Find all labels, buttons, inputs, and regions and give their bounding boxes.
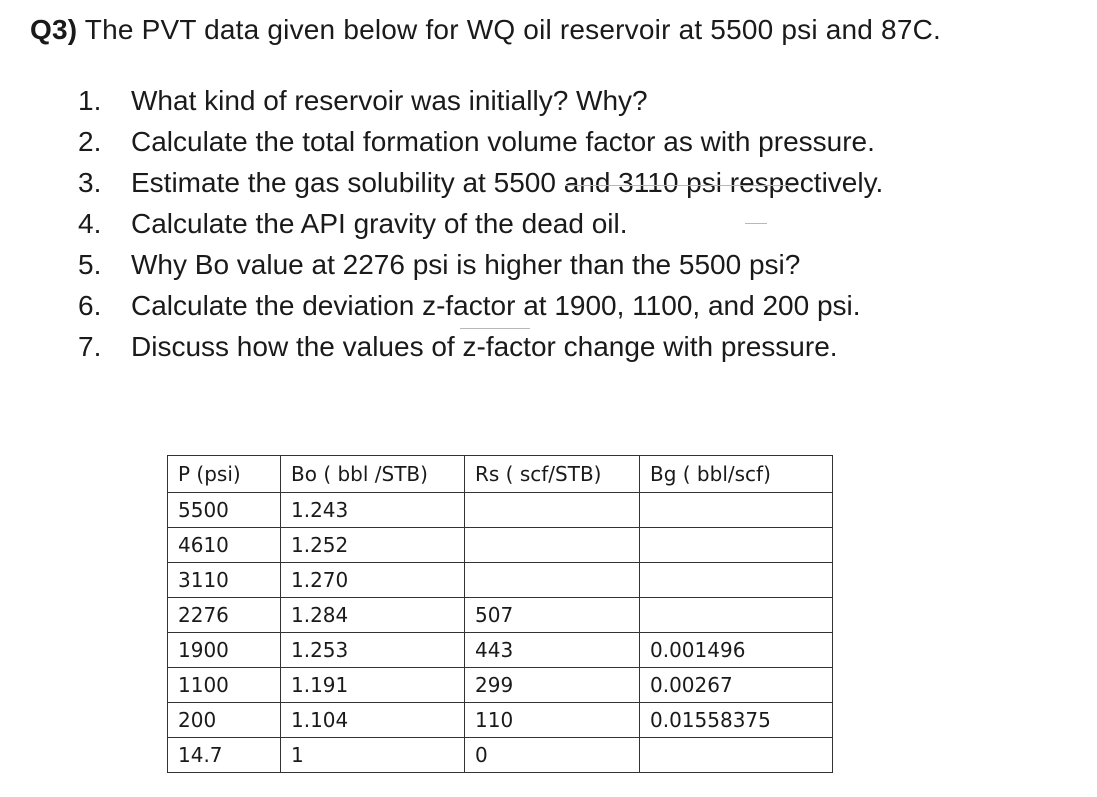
item-number: 5. (78, 249, 102, 280)
cell-bo: 1.284 (280, 597, 465, 633)
cell-pressure: 4610 (167, 527, 281, 563)
question-item-4: 4. Calculate the API gravity of the dead … (78, 203, 883, 244)
cell-pressure: 5500 (167, 492, 281, 528)
table-row: 1100 1.191 299 0.00267 (167, 667, 833, 703)
pen-mark (565, 185, 795, 186)
cell-pressure: 2276 (167, 597, 281, 633)
question-item-2: 2. Calculate the total formation volume f… (78, 121, 883, 162)
cell-bo: 1 (280, 737, 465, 773)
cell-pressure: 3110 (167, 562, 281, 598)
cell-rs (464, 562, 640, 598)
cell-bg: 0.001496 (639, 632, 833, 668)
table-row: 1900 1.253 443 0.001496 (167, 632, 833, 668)
question-item-5: 5. Why Bo value at 2276 psi is higher tha… (78, 244, 883, 285)
cell-bo: 1.270 (280, 562, 465, 598)
question-item-1: 1. What kind of reservoir was initially? … (78, 80, 883, 121)
table-row: 4610 1.252 (167, 527, 833, 563)
item-number: 3. (78, 167, 102, 198)
cell-bo: 1.191 (280, 667, 465, 703)
cell-bo: 1.243 (280, 492, 465, 528)
question-item-3: 3. Estimate the gas solubility at 5500 an… (78, 162, 883, 203)
question-item-7: 7. Discuss how the values of z-factor cha… (78, 326, 883, 367)
cell-rs: 110 (464, 702, 640, 738)
pvt-data-table: P (psi) Bo ( bbl /STB) Rs ( scf/STB) Bg … (167, 455, 833, 773)
item-number: 4. (78, 208, 102, 239)
cell-bg (639, 527, 833, 563)
table-row: 5500 1.243 (167, 492, 833, 528)
cell-rs: 507 (464, 597, 640, 633)
pen-mark (745, 223, 767, 224)
cell-bg (639, 737, 833, 773)
item-number: 1. (78, 85, 102, 116)
header-pressure: P (psi) (167, 455, 281, 493)
item-number: 2. (78, 126, 102, 157)
cell-bo: 1.253 (280, 632, 465, 668)
table-row: 3110 1.270 (167, 562, 833, 598)
header-bg: Bg ( bbl/scf) (639, 455, 833, 493)
question-number: Q3) (30, 14, 78, 45)
item-text: Calculate the deviation z-factor at 1900… (131, 290, 861, 321)
question-item-6: 6. Calculate the deviation z-factor at 19… (78, 285, 883, 326)
cell-rs: 0 (464, 737, 640, 773)
header-bo: Bo ( bbl /STB) (280, 455, 465, 493)
table-row: 200 1.104 110 0.01558375 (167, 702, 833, 738)
question-title: Q3) The PVT data given below for WQ oil … (30, 14, 941, 46)
cell-bo: 1.252 (280, 527, 465, 563)
cell-bg (639, 597, 833, 633)
question-list: 1. What kind of reservoir was initially? … (78, 80, 883, 367)
cell-pressure: 200 (167, 702, 281, 738)
item-text: Why Bo value at 2276 psi is higher than … (131, 249, 801, 280)
cell-pressure: 1900 (167, 632, 281, 668)
item-number: 6. (78, 290, 102, 321)
cell-rs (464, 492, 640, 528)
item-text: Estimate the gas solubility at 5500 and … (131, 167, 884, 198)
cell-pressure: 1100 (167, 667, 281, 703)
cell-rs: 443 (464, 632, 640, 668)
table-header-row: P (psi) Bo ( bbl /STB) Rs ( scf/STB) Bg … (167, 455, 833, 493)
cell-bg: 0.00267 (639, 667, 833, 703)
pen-mark (460, 328, 530, 329)
cell-pressure: 14.7 (167, 737, 281, 773)
cell-bg (639, 562, 833, 598)
item-text: What kind of reservoir was initially? Wh… (131, 85, 648, 116)
cell-rs (464, 527, 640, 563)
cell-bg (639, 492, 833, 528)
header-rs: Rs ( scf/STB) (464, 455, 640, 493)
cell-rs: 299 (464, 667, 640, 703)
item-text: Discuss how the values of z-factor chang… (131, 331, 838, 362)
question-text: The PVT data given below for WQ oil rese… (84, 14, 941, 45)
table-row: 14.7 1 0 (167, 737, 833, 773)
cell-bo: 1.104 (280, 702, 465, 738)
table-row: 2276 1.284 507 (167, 597, 833, 633)
item-number: 7. (78, 331, 102, 362)
item-text: Calculate the API gravity of the dead oi… (131, 208, 628, 239)
cell-bg: 0.01558375 (639, 702, 833, 738)
item-text: Calculate the total formation volume fac… (131, 126, 875, 157)
